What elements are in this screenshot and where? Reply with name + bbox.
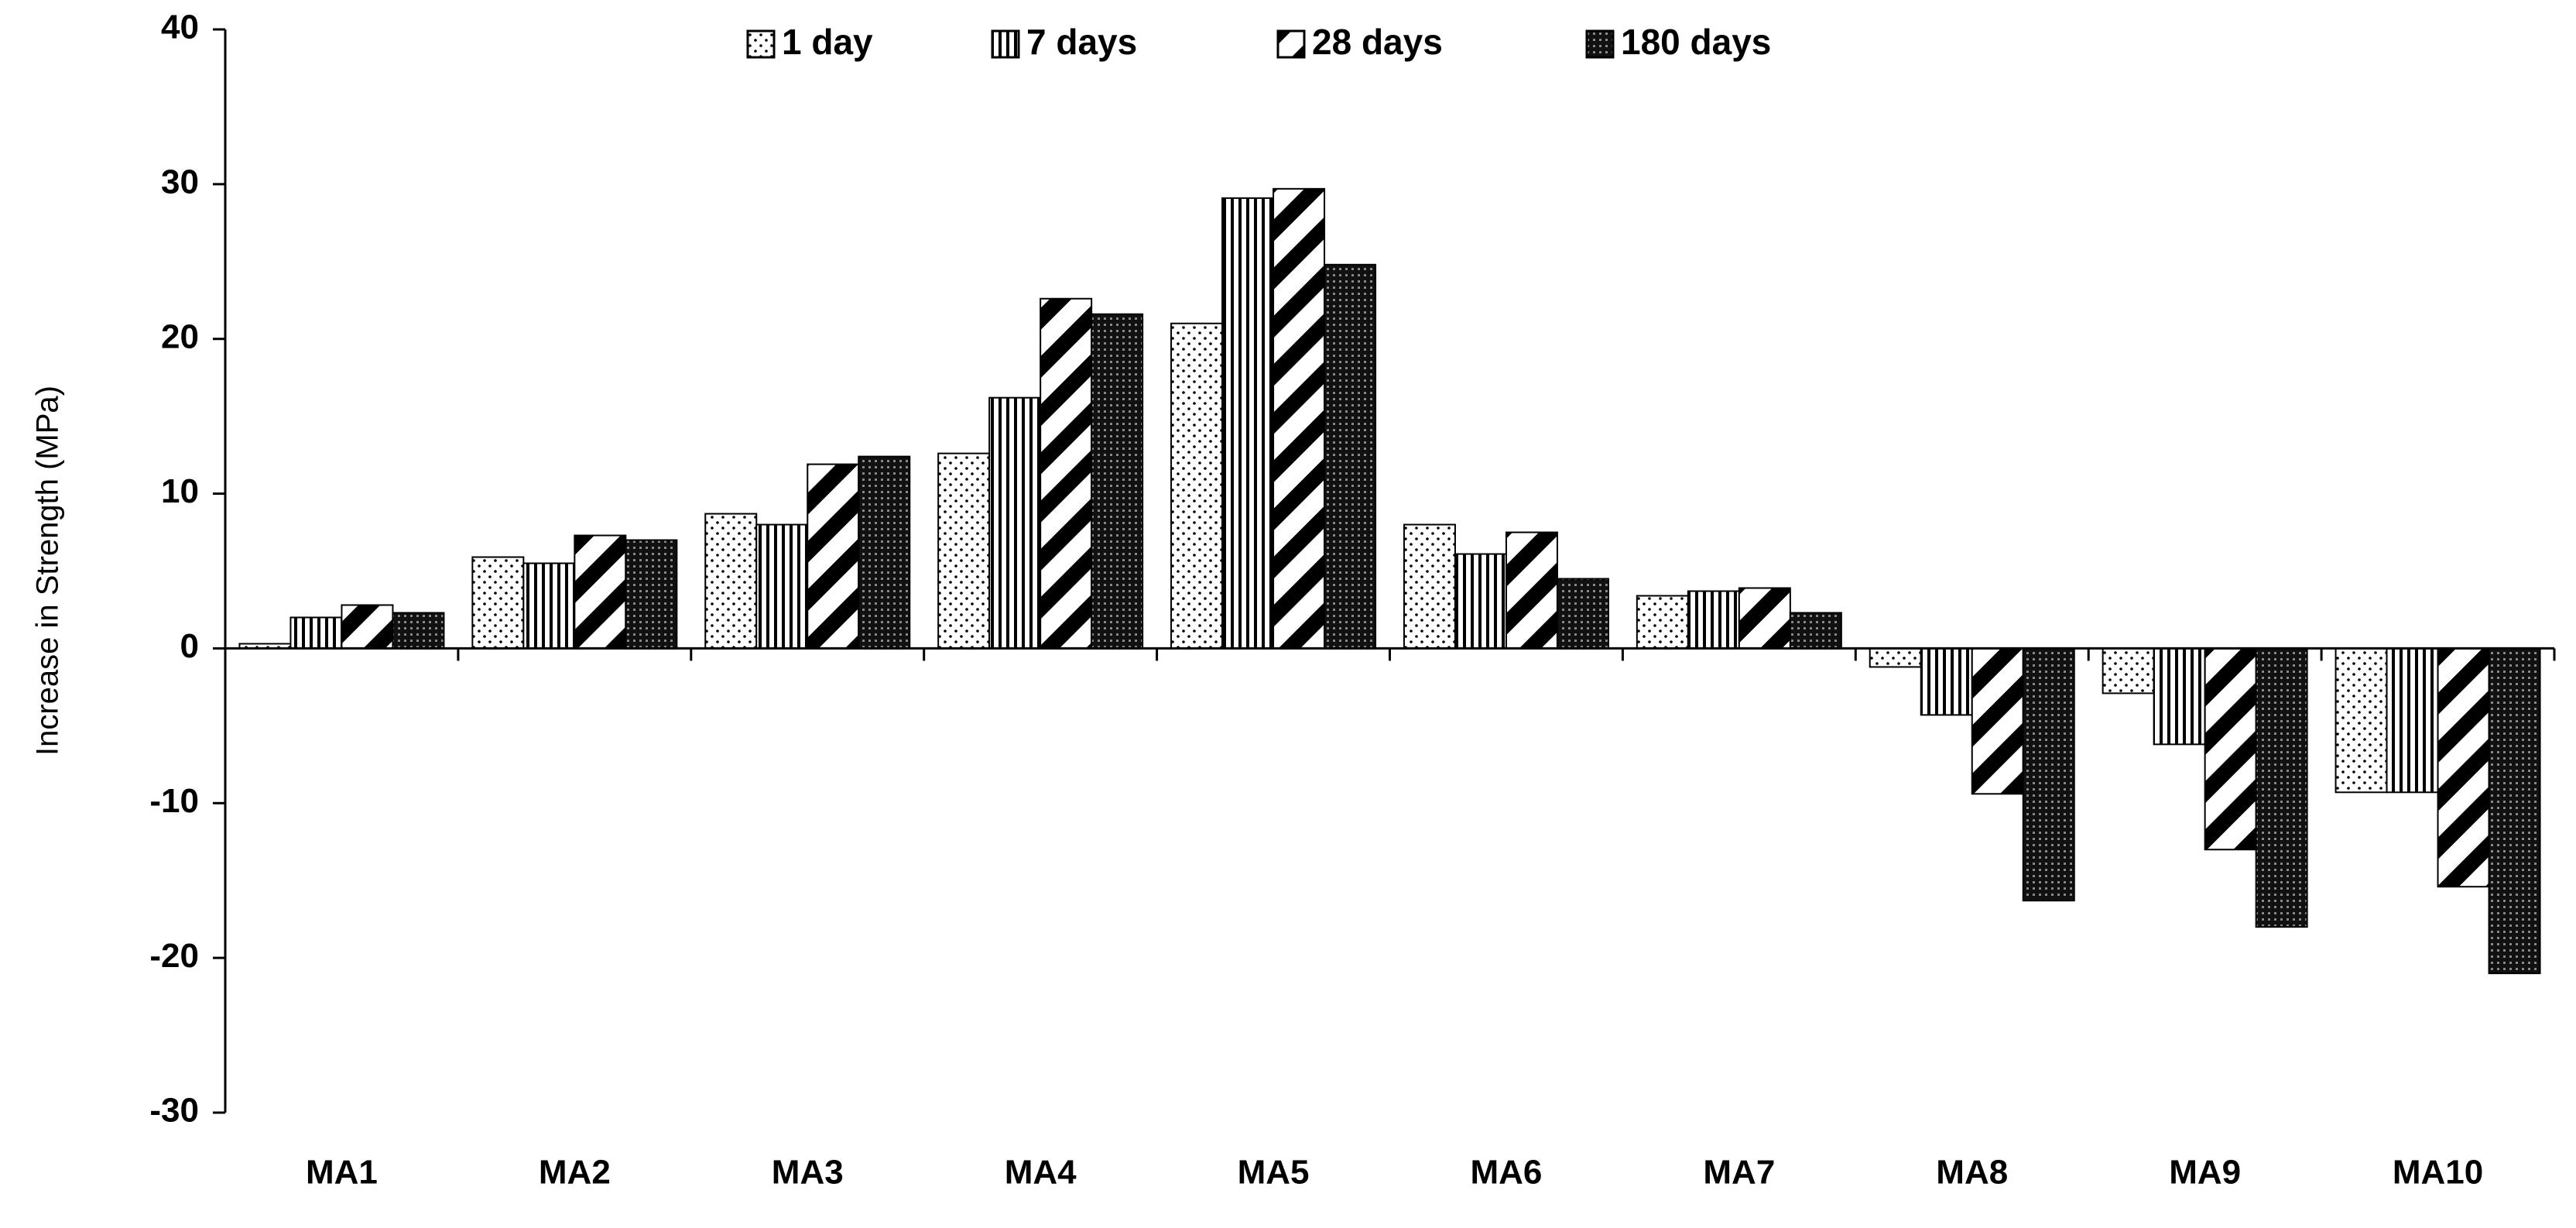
x-tick-label: MA7 xyxy=(1703,1154,1775,1192)
y-tick-label: 10 xyxy=(161,472,199,510)
bar xyxy=(1971,647,2024,795)
legend-label: 1 day xyxy=(782,22,873,62)
y-tick-label: 20 xyxy=(161,317,199,355)
y-tick-label: 0 xyxy=(180,627,199,665)
x-tick-label: MA5 xyxy=(1238,1154,1310,1192)
bar xyxy=(289,616,343,650)
legend-label: 180 days xyxy=(1621,22,1771,62)
bar xyxy=(1920,647,1973,716)
legend-swatch xyxy=(991,29,1020,59)
x-tick-label: MA10 xyxy=(2393,1154,2483,1192)
bar xyxy=(1324,263,1377,650)
bar xyxy=(2022,647,2075,902)
legend-swatch xyxy=(746,29,776,59)
bar xyxy=(704,513,758,650)
bar xyxy=(1091,313,1144,650)
bar xyxy=(471,556,525,650)
bar xyxy=(2255,647,2308,928)
bar xyxy=(2386,647,2439,794)
legend-swatch xyxy=(1585,29,1615,59)
bar xyxy=(625,539,678,650)
bar xyxy=(1687,590,1740,650)
bar xyxy=(2437,647,2490,888)
bar xyxy=(2488,647,2541,975)
y-axis-label: Increase in Strength (MPa) xyxy=(31,386,65,756)
bar xyxy=(1403,523,1456,650)
x-tick-label: MA8 xyxy=(1936,1154,2008,1192)
y-tick-label: 30 xyxy=(161,163,199,201)
bar xyxy=(2204,647,2257,851)
bar xyxy=(1273,187,1326,650)
x-tick-label: MA4 xyxy=(1005,1154,1077,1192)
x-tick-label: MA6 xyxy=(1470,1154,1542,1192)
y-tick-label: 40 xyxy=(161,9,199,46)
bar xyxy=(988,396,1042,650)
bar xyxy=(2102,647,2155,695)
bar xyxy=(1869,647,1922,668)
bar xyxy=(1040,297,1093,650)
bar xyxy=(392,612,445,650)
bar xyxy=(1789,612,1842,650)
legend-swatch xyxy=(1276,29,1306,59)
bar xyxy=(858,455,911,650)
x-tick-label: MA3 xyxy=(772,1154,844,1192)
bar xyxy=(2153,647,2206,746)
y-tick-label: -30 xyxy=(149,1092,199,1130)
x-tick-label: MA9 xyxy=(2169,1154,2241,1192)
bar xyxy=(574,534,627,650)
bar xyxy=(1221,197,1275,650)
bar xyxy=(1636,595,1689,650)
x-tick-label: MA2 xyxy=(539,1154,611,1192)
bar xyxy=(341,604,394,650)
x-tick-label: MA1 xyxy=(306,1154,378,1192)
bar xyxy=(1505,531,1558,650)
bar xyxy=(1170,322,1224,650)
y-tick-label: -20 xyxy=(149,937,199,975)
legend-label: 7 days xyxy=(1026,22,1137,62)
bar xyxy=(2334,647,2388,794)
bar xyxy=(1556,578,1609,650)
legend-label: 28 days xyxy=(1312,22,1443,62)
bar xyxy=(807,463,860,650)
bar xyxy=(937,452,991,650)
y-tick-label: -10 xyxy=(149,782,199,820)
bar xyxy=(1738,587,1791,650)
bar xyxy=(522,562,576,650)
bar xyxy=(755,523,809,650)
bar xyxy=(1454,553,1507,650)
